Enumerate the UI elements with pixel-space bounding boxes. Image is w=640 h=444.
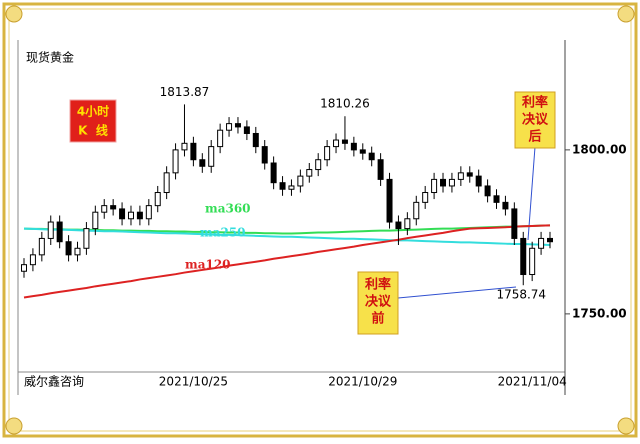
candle-body bbox=[333, 139, 340, 148]
candle-body bbox=[47, 221, 54, 239]
series-label: ma120 bbox=[185, 258, 231, 272]
candle-body bbox=[404, 218, 411, 230]
y-tick-label: 1800.00 bbox=[572, 142, 627, 156]
candle-body bbox=[529, 247, 536, 276]
x-tick-label: 2021/10/25 bbox=[159, 375, 228, 389]
candle-body bbox=[226, 123, 233, 131]
low-label: 1758.74 bbox=[496, 288, 546, 302]
candle-body bbox=[21, 264, 27, 272]
candle-body bbox=[154, 192, 161, 207]
note-text: 利率 bbox=[522, 95, 548, 111]
candle-body bbox=[422, 192, 429, 203]
candle-body bbox=[208, 146, 215, 167]
note-text: 决议 bbox=[522, 112, 549, 128]
candle-body bbox=[297, 175, 304, 187]
note-text: 后 bbox=[528, 129, 541, 145]
candle-body bbox=[172, 149, 179, 174]
candle-body bbox=[101, 205, 108, 213]
badge-text: K 线 bbox=[78, 123, 108, 138]
corner-ornament bbox=[617, 417, 635, 435]
candle-body bbox=[511, 208, 518, 239]
candle-body bbox=[110, 205, 117, 210]
candle-body bbox=[145, 205, 152, 220]
candle-body bbox=[74, 247, 81, 256]
candle-body bbox=[252, 132, 259, 148]
note-pointer bbox=[527, 146, 536, 241]
candle-body bbox=[547, 237, 553, 243]
candle-body bbox=[136, 211, 143, 220]
source: 威尔鑫咨询 bbox=[24, 374, 84, 389]
candle-body bbox=[199, 159, 206, 167]
high-label: 1813.87 bbox=[160, 85, 210, 99]
candle-body bbox=[315, 159, 322, 171]
candle-body bbox=[234, 123, 241, 128]
corner-ornament bbox=[5, 417, 23, 435]
candle-body bbox=[119, 208, 126, 220]
candle-body bbox=[359, 149, 366, 154]
candle-body bbox=[306, 169, 313, 177]
candle-body bbox=[386, 178, 393, 223]
candle-body bbox=[127, 211, 134, 220]
candle-body bbox=[83, 228, 90, 249]
note-text: 决议 bbox=[365, 294, 392, 310]
candle-body bbox=[395, 221, 402, 230]
candle-body bbox=[502, 201, 509, 210]
candle-body bbox=[38, 237, 45, 256]
badge bbox=[69, 99, 117, 143]
ma-line bbox=[23, 224, 551, 299]
series-label: ma360 bbox=[205, 202, 251, 216]
y-tick-label: 1750.00 bbox=[572, 306, 627, 320]
candle-body bbox=[466, 172, 473, 177]
candle-body bbox=[217, 129, 224, 148]
candle-body bbox=[261, 146, 268, 164]
candle-body bbox=[431, 178, 438, 194]
note-text: 前 bbox=[371, 311, 384, 327]
candle-body bbox=[324, 146, 331, 161]
candle-body bbox=[56, 221, 63, 243]
candle-body bbox=[270, 162, 277, 184]
candle-body bbox=[65, 241, 72, 256]
note-box bbox=[514, 91, 556, 149]
candle-body bbox=[163, 172, 170, 194]
corner-ornament bbox=[617, 5, 635, 23]
candle-body bbox=[413, 201, 420, 220]
candle-body bbox=[92, 211, 99, 230]
candle-body bbox=[457, 172, 464, 180]
series-label: ma250 bbox=[200, 226, 246, 240]
candle-body bbox=[377, 159, 384, 180]
frame bbox=[2, 2, 638, 438]
frame-inner bbox=[8, 8, 632, 432]
candle-body bbox=[475, 175, 482, 187]
note-text: 利率 bbox=[365, 277, 391, 293]
candle-body bbox=[493, 195, 500, 203]
ma-line bbox=[23, 227, 551, 246]
candle-body bbox=[181, 142, 188, 151]
high-label: 1810.26 bbox=[320, 97, 370, 111]
candle-body bbox=[243, 126, 250, 134]
candle-body bbox=[190, 142, 197, 161]
x-tick-label: 2021/10/29 bbox=[328, 375, 397, 389]
candle-body bbox=[484, 185, 491, 197]
corner-ornament bbox=[5, 5, 23, 23]
x-tick-label: 2021/11/04 bbox=[498, 375, 567, 389]
note-box bbox=[357, 271, 399, 335]
note-pointer bbox=[397, 286, 517, 299]
candle-body bbox=[448, 178, 455, 187]
candle-body bbox=[29, 254, 36, 266]
chart-title: 现货黄金 bbox=[26, 50, 74, 65]
candle-body bbox=[440, 178, 447, 187]
candle-body bbox=[341, 139, 348, 144]
candle-body bbox=[538, 237, 545, 249]
candle-body bbox=[368, 152, 375, 161]
badge-text: 4小时 bbox=[77, 104, 109, 119]
candle-body bbox=[288, 185, 295, 190]
candle-body bbox=[279, 182, 286, 190]
candle-body bbox=[520, 237, 527, 276]
candle-body bbox=[350, 142, 357, 151]
